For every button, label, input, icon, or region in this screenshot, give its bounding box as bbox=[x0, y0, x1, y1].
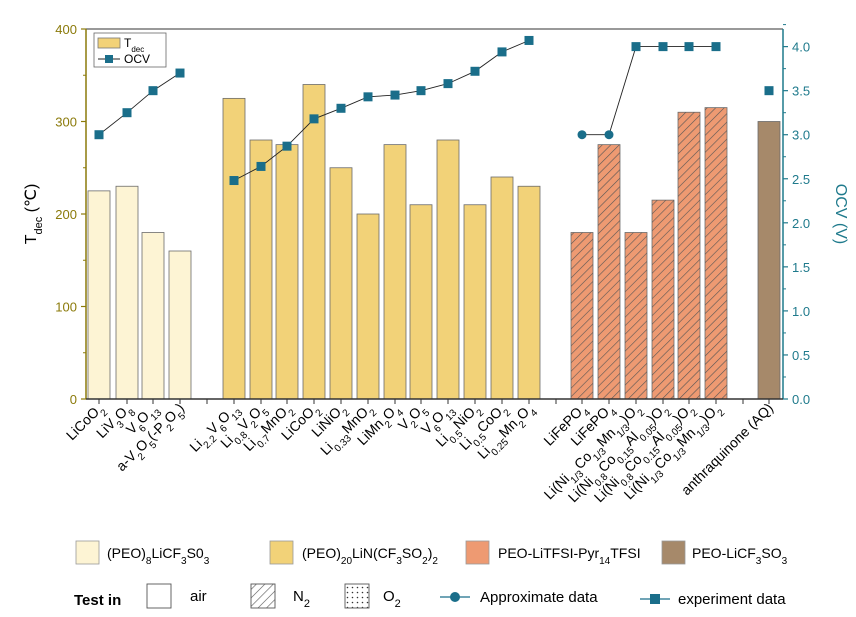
bar bbox=[490, 176, 514, 400]
right-tick-label: 3.5 bbox=[792, 84, 810, 99]
legend-experiment-marker bbox=[650, 594, 660, 604]
ocv-point bbox=[470, 66, 480, 76]
inset-legend-ocv: OCV bbox=[124, 52, 150, 66]
ocv-point bbox=[94, 130, 104, 140]
ocv-point bbox=[148, 86, 158, 96]
legend-swatch-c bbox=[465, 540, 490, 565]
legend-atm-swatch-air bbox=[146, 583, 172, 609]
bar-hatch bbox=[598, 144, 620, 399]
bar-hatch bbox=[625, 232, 647, 399]
bar bbox=[463, 204, 487, 400]
legend-atm-swatch-N2 bbox=[250, 583, 276, 609]
ocv-point-approximate bbox=[604, 130, 614, 140]
legend-atm-label: N2 bbox=[293, 588, 310, 610]
legend-atm-swatch-O2 bbox=[344, 583, 370, 609]
legend-test-in: Test in bbox=[74, 592, 121, 609]
bar bbox=[168, 250, 192, 400]
right-tick-label: 2.5 bbox=[792, 172, 810, 187]
ocv-point bbox=[390, 90, 400, 100]
ocv-point bbox=[711, 42, 721, 52]
bar bbox=[275, 144, 299, 400]
left-tick-label: 100 bbox=[55, 300, 77, 315]
x-tick-label: Li2.2V6O13 bbox=[186, 399, 245, 458]
left-axis-label: Tdec (℃) bbox=[23, 184, 45, 245]
inset-legend-tdec: Tdec bbox=[124, 36, 144, 54]
bar-hatch bbox=[571, 232, 593, 399]
legend-group-label: PEO-LiTFSI-Pyr14TFSI bbox=[498, 545, 641, 567]
ocv-point bbox=[336, 103, 346, 113]
bar bbox=[383, 144, 407, 400]
inset-legend-marker bbox=[105, 55, 113, 63]
right-tick-label: 4.0 bbox=[792, 40, 810, 55]
left-tick-label: 300 bbox=[55, 115, 77, 130]
bar bbox=[249, 139, 273, 400]
legend-approx-marker bbox=[450, 592, 460, 602]
bar bbox=[141, 232, 165, 400]
bar bbox=[517, 185, 541, 400]
right-tick-label: 1.0 bbox=[792, 304, 810, 319]
ocv-point bbox=[175, 68, 185, 78]
ocv-point bbox=[282, 141, 292, 151]
right-axis-label: OCV (V) bbox=[832, 184, 849, 244]
left-tick-label: 400 bbox=[55, 22, 77, 37]
bar bbox=[757, 121, 781, 400]
legend-atm-label: O2 bbox=[383, 588, 401, 610]
ocv-series bbox=[94, 35, 774, 186]
ocv-point bbox=[256, 161, 266, 171]
bar bbox=[87, 190, 111, 400]
right-tick-label: 0.0 bbox=[792, 392, 810, 407]
x-tick-label: Li(Ni1/3Co1/3Mn1/3)O2 bbox=[621, 399, 728, 506]
right-tick-label: 0.5 bbox=[792, 348, 810, 363]
bar bbox=[302, 84, 326, 400]
legend-group-label: PEO-LiCF3SO3 bbox=[692, 545, 788, 567]
legend-swatch-b bbox=[269, 540, 294, 565]
ocv-point bbox=[631, 42, 641, 52]
bar bbox=[409, 204, 433, 400]
right-tick-label: 2.0 bbox=[792, 216, 810, 231]
left-tick-label: 200 bbox=[55, 207, 77, 222]
legend-swatch-d bbox=[661, 540, 686, 565]
ocv-point bbox=[764, 86, 774, 96]
ocv-point bbox=[658, 42, 668, 52]
left-axis-ticks: 0 100 200 300 400 bbox=[55, 22, 86, 407]
bar-series bbox=[87, 84, 781, 400]
legend-atm-label: air bbox=[190, 588, 207, 605]
ocv-point bbox=[416, 86, 426, 96]
bar-hatch bbox=[705, 107, 727, 399]
bar-hatch bbox=[652, 200, 674, 399]
bar bbox=[356, 213, 380, 400]
legend-group-label: (PEO)20LiN(CF3SO2)2 bbox=[302, 545, 438, 567]
ocv-point bbox=[524, 35, 534, 45]
legend-approx-label: Approximate data bbox=[480, 589, 598, 606]
ocv-point bbox=[309, 114, 319, 124]
ocv-line bbox=[98, 72, 181, 136]
legend-experiment-label: experiment data bbox=[678, 591, 786, 608]
ocv-point bbox=[684, 42, 694, 52]
ocv-point bbox=[443, 79, 453, 89]
right-tick-label: 1.5 bbox=[792, 260, 810, 275]
ocv-point bbox=[497, 47, 507, 57]
left-tick-label: 0 bbox=[70, 392, 77, 407]
ocv-point bbox=[122, 108, 132, 118]
bar bbox=[115, 185, 139, 400]
ocv-point bbox=[363, 92, 373, 102]
bottom-legend: (PEO)8LiCF3S03 (PEO)20LiN(CF3SO2)2 PEO-LiT… bbox=[74, 540, 788, 610]
legend-swatch-a bbox=[75, 540, 100, 565]
ocv-point-approximate bbox=[577, 130, 587, 140]
x-axis-ticks: LiCoO2LiV3O8V6O13a-V2O5(-P2O5)Li2.2V6O13… bbox=[63, 399, 776, 506]
ocv-point bbox=[229, 176, 239, 186]
inset-legend-bar-swatch bbox=[97, 37, 121, 49]
bar bbox=[436, 139, 460, 400]
right-axis-ticks: 0.0 0.5 1.0 1.5 2.0 2.5 3.0 3.5 4.0 bbox=[783, 24, 810, 407]
right-tick-label: 3.0 bbox=[792, 128, 810, 143]
bar bbox=[329, 167, 353, 400]
legend-group-label: (PEO)8LiCF3S03 bbox=[107, 545, 210, 567]
bar bbox=[222, 97, 246, 400]
bar-hatch bbox=[678, 112, 700, 399]
